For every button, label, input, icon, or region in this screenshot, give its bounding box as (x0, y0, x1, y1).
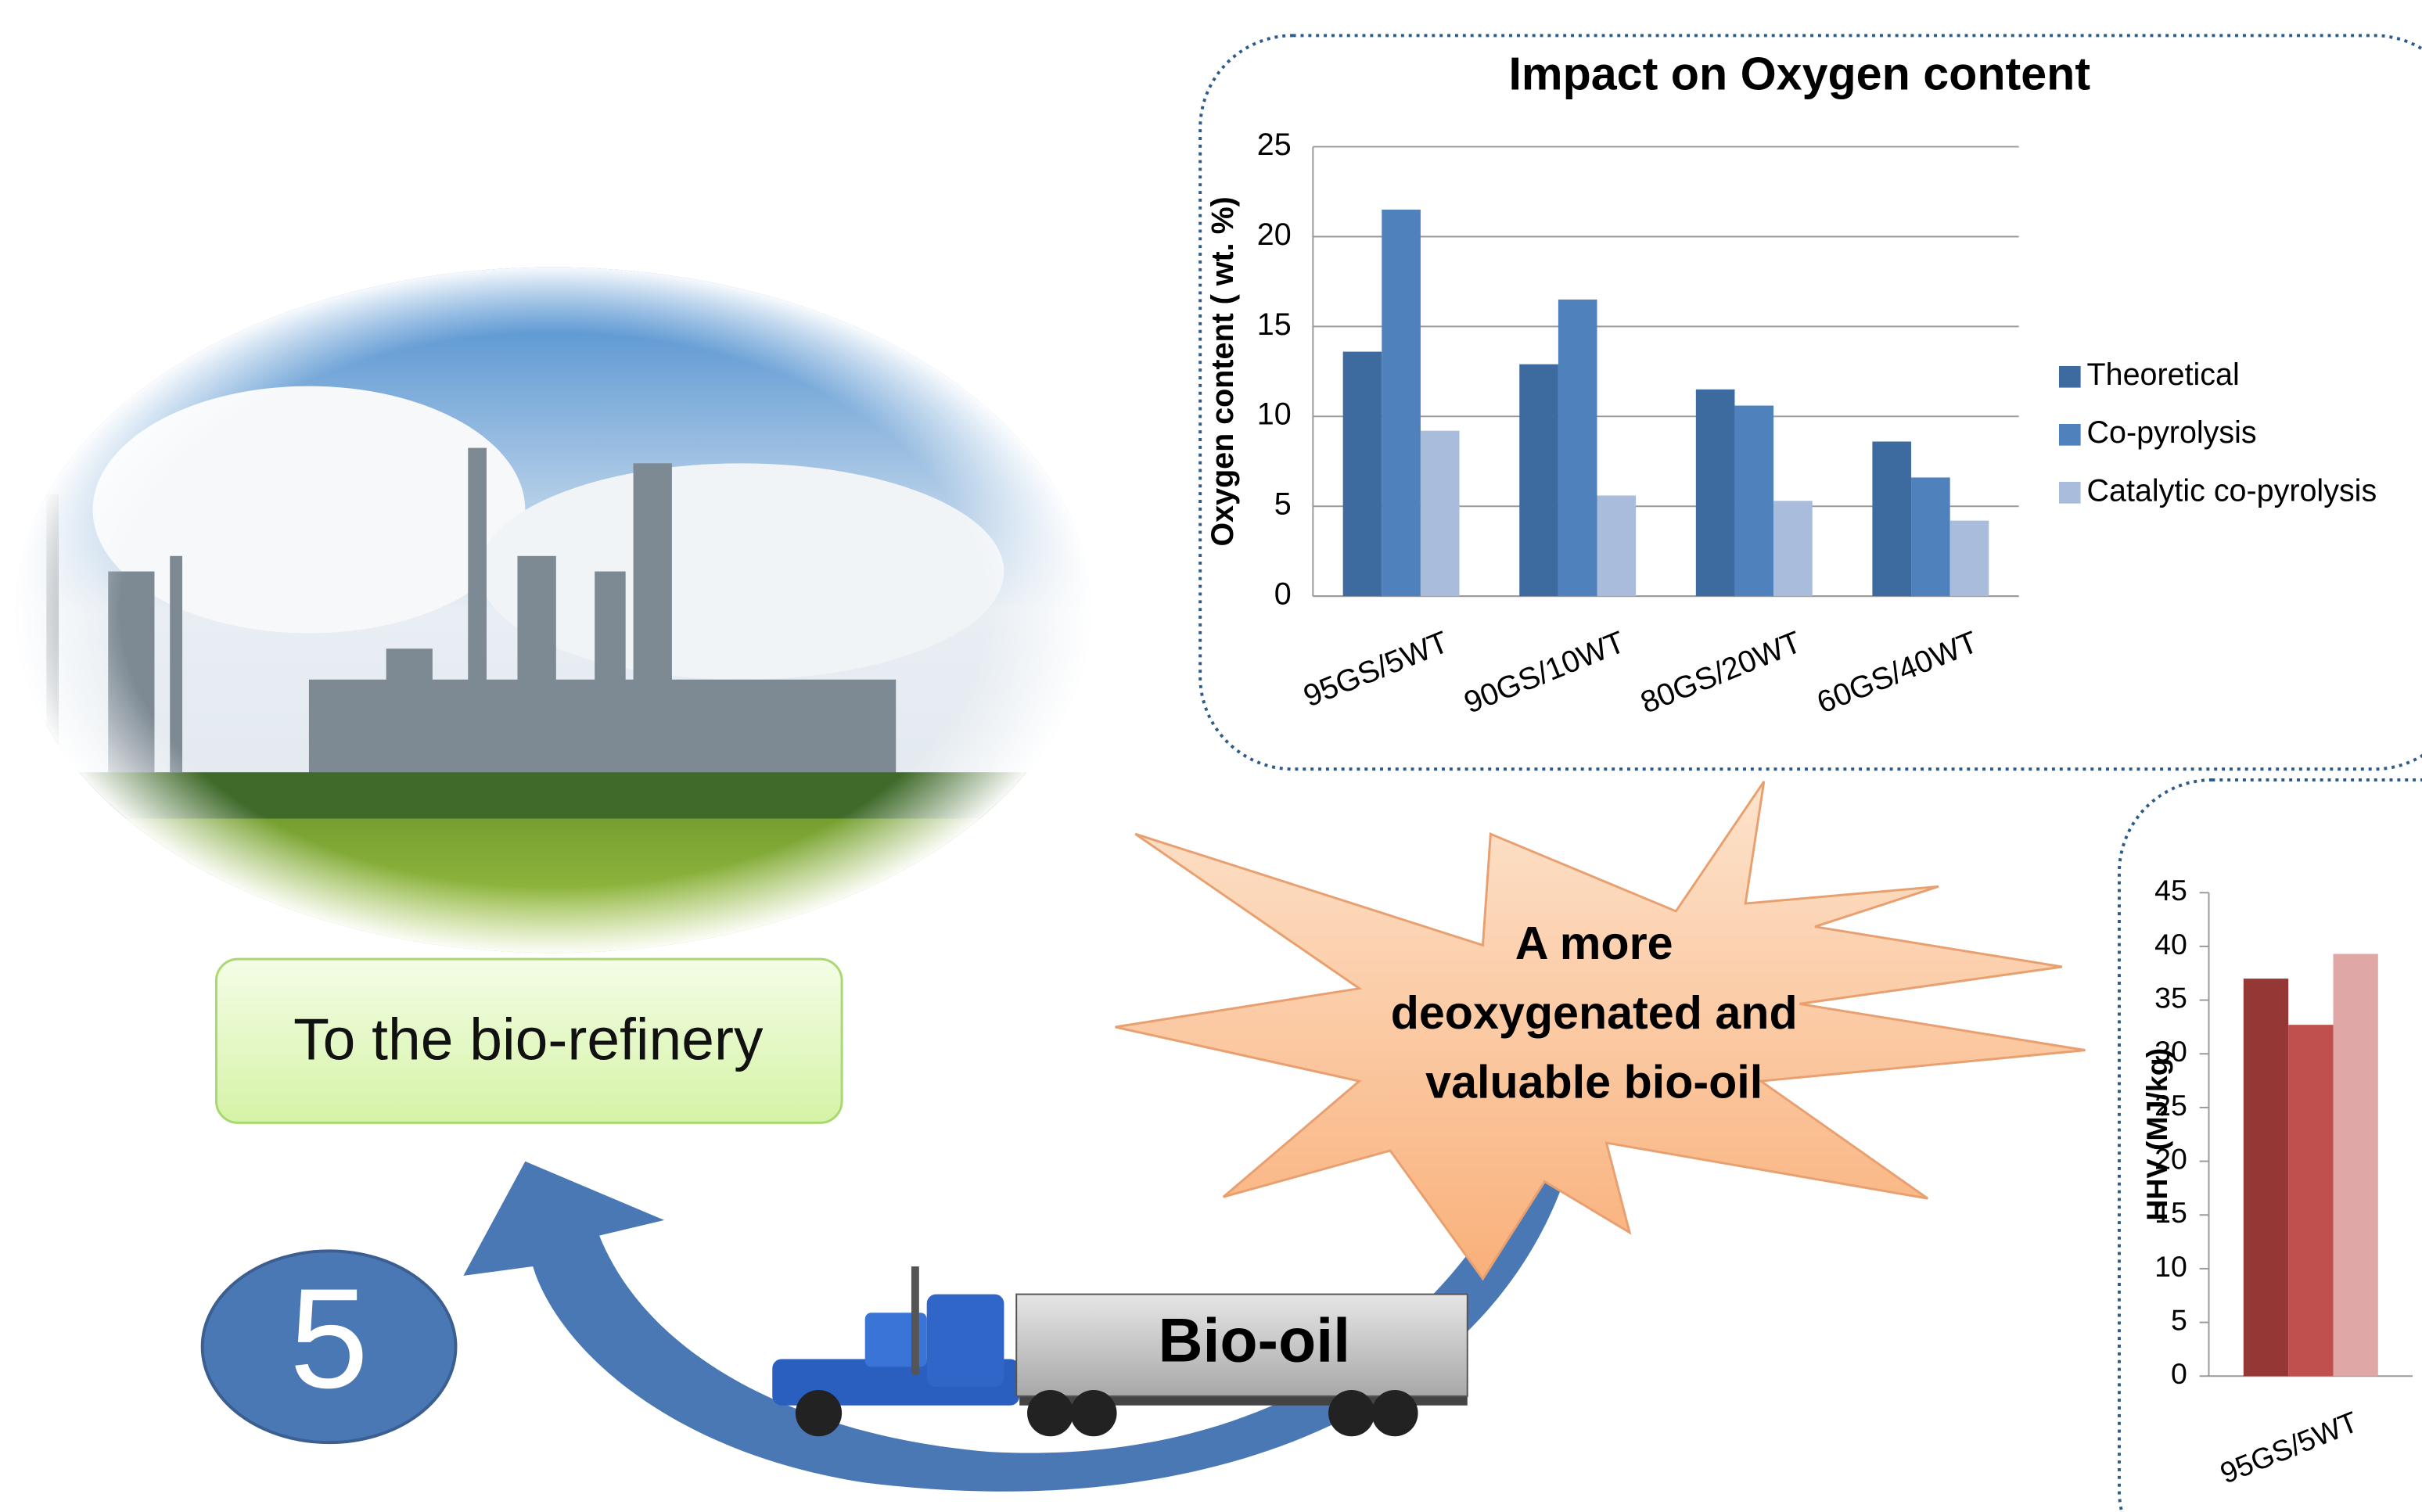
starburst-line: A more (1515, 917, 1673, 969)
starburst-line: valuable bio-oil (1425, 1056, 1763, 1108)
y-tick-label: 20 (1257, 217, 1292, 252)
y-tick-label: 40 (2154, 928, 2187, 961)
bar (1421, 431, 1460, 596)
starburst-line: deoxygenated and (1391, 986, 1798, 1039)
truck-label: Bio-oil (1158, 1306, 1350, 1375)
bar (1597, 495, 1637, 596)
bar (2288, 1025, 2333, 1376)
legend-swatch (2059, 366, 2081, 388)
y-tick-label: 30 (2154, 1035, 2187, 1068)
refinery-label: To the bio-refinery (293, 1007, 764, 1072)
y-tick-label: 10 (2154, 1250, 2187, 1283)
chart-title: Impact on Oxygen content (1508, 47, 2090, 99)
bar (1734, 406, 1773, 597)
y-tick-label: 15 (1257, 307, 1292, 342)
y-tick-label: 5 (1274, 487, 1292, 522)
legend-swatch (2059, 482, 2081, 504)
x-tick-label: 95GS/5WT (1299, 625, 1453, 714)
x-tick-label: 95GS/5WT (2215, 1405, 2363, 1489)
bar (1696, 390, 1735, 596)
legend-label: Co-pyrolysis (2087, 415, 2257, 450)
x-tick-label: 80GS/20WT (1636, 625, 1806, 720)
legend-label: Theoretical (2087, 357, 2240, 392)
x-tick-label: 90GS/10WT (1459, 625, 1630, 720)
bar (1911, 477, 1950, 596)
bar (1872, 441, 1911, 596)
legend-swatch (2059, 424, 2081, 446)
bar (2333, 954, 2377, 1377)
infographic: To the bio-refinery 5 A more deoxygenate… (0, 0, 2422, 1512)
y-tick-label: 45 (2154, 874, 2187, 907)
bar (1950, 521, 1989, 597)
y-tick-label: 5 (2171, 1303, 2187, 1336)
y-tick-label: 20 (2154, 1142, 2187, 1175)
y-axis-label: HHV (MJ/kg) (2140, 1048, 2173, 1221)
y-tick-label: 25 (2154, 1089, 2187, 1122)
refinery-photo (0, 263, 1112, 958)
bar (1382, 210, 1421, 596)
step-number: 5 (289, 1260, 368, 1418)
y-axis-label: Oxygen content ( wt. %) (1206, 196, 1240, 546)
x-tick-label: 60GS/40WT (1813, 625, 1983, 720)
y-tick-label: 25 (1257, 127, 1292, 162)
y-tick-label: 0 (2171, 1357, 2187, 1390)
y-tick-label: 15 (2154, 1196, 2187, 1229)
y-tick-label: 10 (1257, 397, 1292, 432)
bar (2244, 979, 2288, 1376)
truck (772, 1266, 1468, 1436)
y-tick-label: 35 (2154, 981, 2187, 1014)
legend-label: Catalytic co-pyrolysis (2087, 473, 2377, 508)
bar (1519, 365, 1558, 596)
y-tick-label: 0 (1274, 577, 1292, 612)
bar (1558, 300, 1597, 596)
bar (1773, 501, 1813, 596)
bar (1343, 352, 1382, 597)
